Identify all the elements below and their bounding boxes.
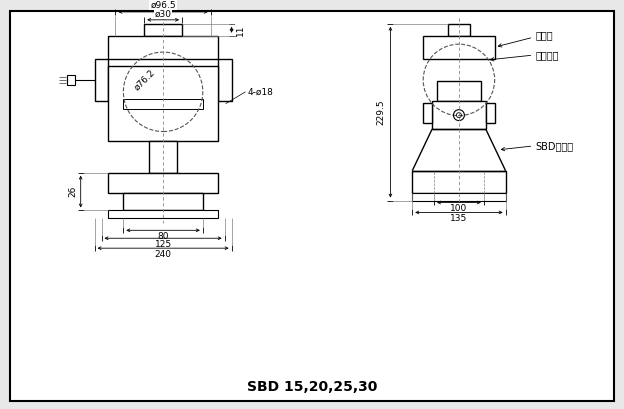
Text: 125: 125: [155, 240, 172, 249]
Bar: [412, 193, 505, 200]
Bar: [109, 36, 218, 58]
Bar: [437, 81, 480, 101]
Text: 4-ø18: 4-ø18: [248, 87, 273, 96]
Text: 26: 26: [68, 186, 77, 197]
Bar: [448, 24, 470, 36]
Text: 承压头: 承压头: [535, 30, 553, 40]
Text: ø76.2: ø76.2: [133, 68, 157, 92]
Text: 80: 80: [157, 232, 169, 241]
Bar: [124, 99, 203, 109]
Text: 240: 240: [155, 249, 172, 258]
Bar: [67, 75, 75, 85]
Bar: [144, 24, 182, 36]
Text: ø30: ø30: [155, 9, 172, 18]
Bar: [485, 103, 495, 123]
Text: SBD传感器: SBD传感器: [535, 141, 573, 151]
Bar: [109, 173, 218, 193]
Text: 229.5: 229.5: [376, 99, 385, 125]
Text: 135: 135: [451, 214, 467, 223]
Bar: [109, 211, 218, 218]
Bar: [218, 58, 232, 101]
Bar: [95, 58, 109, 101]
Text: 加载钒球: 加载钒球: [535, 50, 559, 60]
Bar: [149, 141, 177, 173]
Bar: [423, 36, 495, 58]
Bar: [109, 67, 218, 141]
Text: ø96.5: ø96.5: [150, 0, 176, 9]
Bar: [124, 193, 203, 211]
Text: 11: 11: [236, 24, 245, 36]
Bar: [432, 101, 485, 129]
Bar: [412, 171, 505, 193]
Text: 100: 100: [451, 204, 467, 213]
Text: SBD 15,20,25,30: SBD 15,20,25,30: [247, 380, 377, 394]
Bar: [423, 103, 432, 123]
